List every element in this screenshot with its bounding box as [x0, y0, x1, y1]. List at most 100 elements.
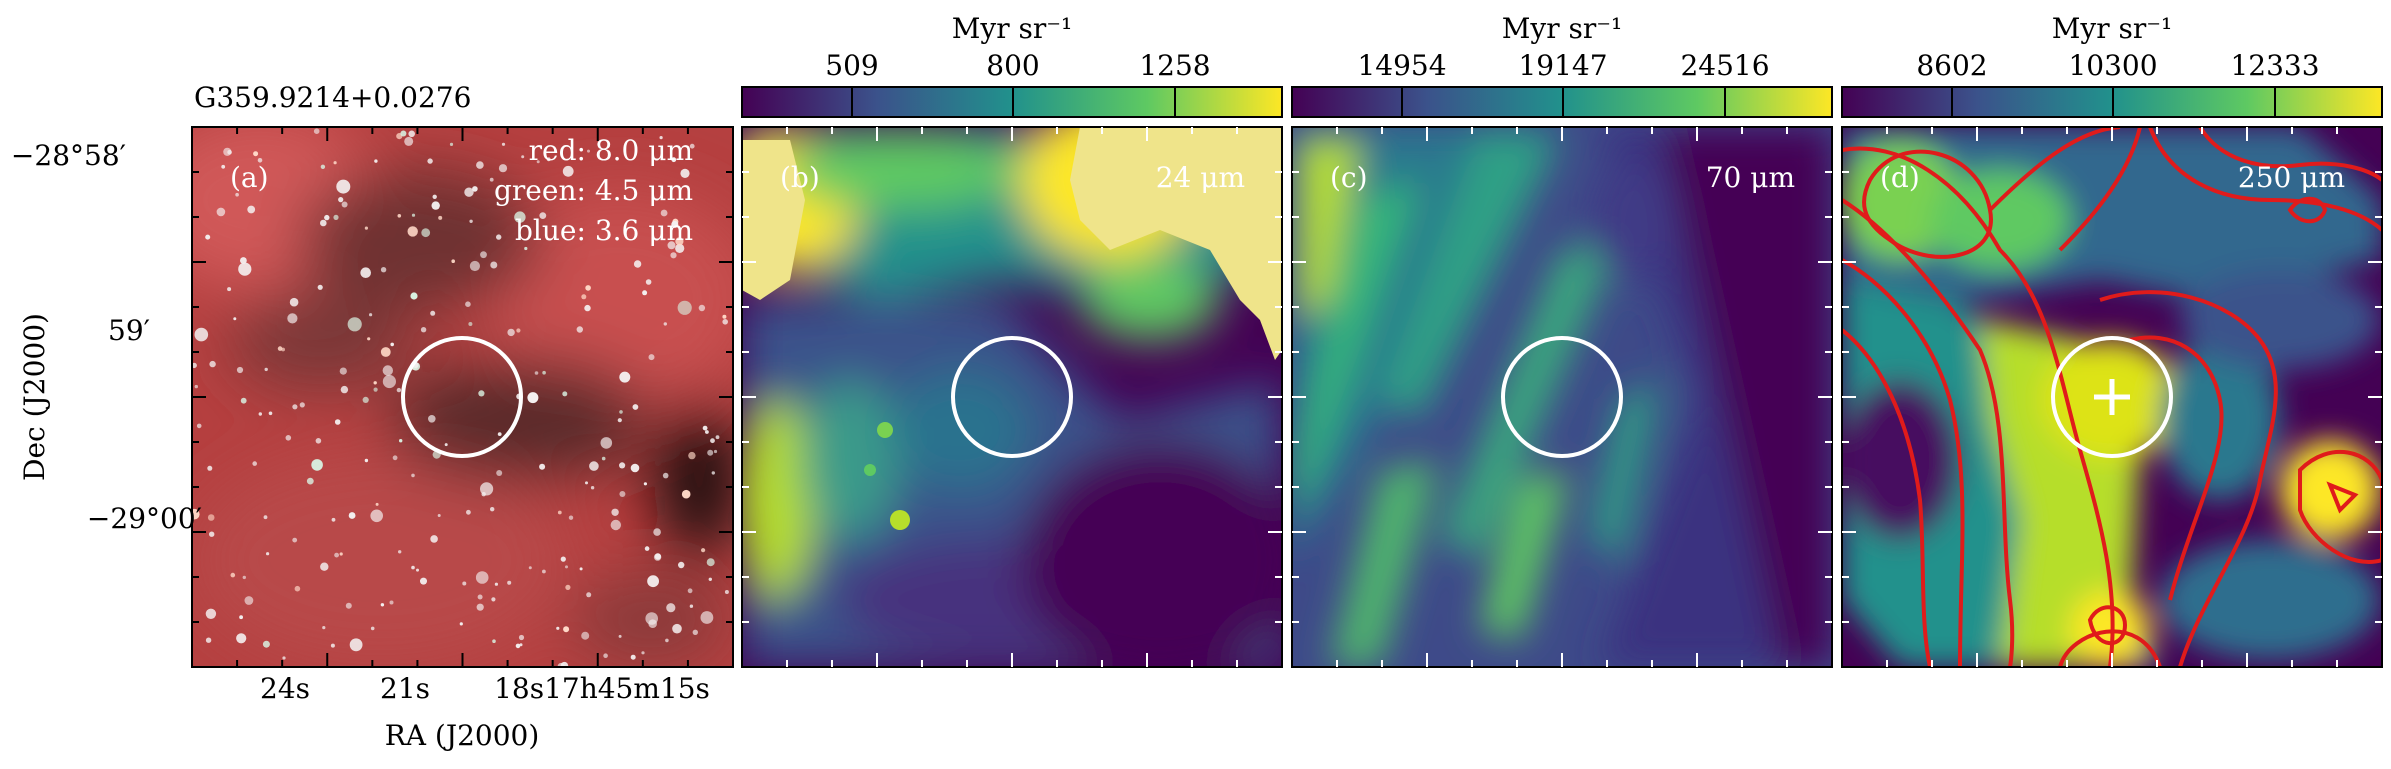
star — [681, 489, 691, 499]
star — [476, 603, 484, 611]
contours — [1842, 127, 2382, 667]
star — [289, 297, 299, 307]
star — [236, 366, 244, 374]
star — [444, 443, 448, 447]
star — [209, 531, 215, 537]
star — [334, 552, 339, 558]
star — [645, 612, 658, 625]
star — [518, 634, 525, 641]
star — [408, 130, 416, 138]
star — [292, 404, 298, 410]
panel-b-band: 24 μm — [1156, 161, 1245, 194]
star — [687, 588, 693, 594]
star — [480, 482, 494, 496]
star — [611, 508, 619, 516]
star — [404, 136, 414, 146]
colorbar-c-tick-2: 19147 — [1518, 49, 1607, 82]
star — [610, 519, 621, 531]
panel-c: (c) 70 μm Myr sr⁻¹ 14954 19147 24516 — [1291, 12, 1833, 668]
star — [432, 194, 437, 199]
star — [430, 310, 436, 316]
star — [475, 571, 489, 584]
star — [546, 157, 551, 162]
star — [507, 328, 515, 337]
star — [221, 164, 226, 169]
star — [399, 439, 403, 443]
panel-a-label: (a) — [230, 161, 269, 194]
star — [330, 643, 335, 648]
star — [287, 313, 298, 324]
star — [515, 643, 521, 649]
aperture-circle — [2051, 336, 2173, 458]
star — [238, 262, 252, 276]
star — [398, 550, 402, 554]
star — [428, 415, 436, 423]
star — [194, 327, 209, 342]
star — [299, 402, 305, 408]
star — [375, 502, 379, 506]
star — [585, 481, 588, 485]
star — [462, 581, 467, 586]
star — [339, 367, 347, 375]
star — [586, 592, 592, 598]
star — [654, 553, 662, 560]
star — [340, 385, 349, 394]
star — [579, 567, 583, 571]
star — [239, 615, 244, 620]
star — [205, 608, 217, 619]
star — [722, 319, 728, 325]
star — [581, 294, 587, 300]
source-name: G359.9214+0.0276 — [194, 81, 471, 114]
star — [557, 662, 565, 667]
star — [396, 387, 402, 393]
star — [675, 237, 684, 246]
dec-tick-1: −28°58′ — [11, 139, 126, 172]
star — [556, 626, 560, 630]
star — [514, 211, 526, 223]
star — [364, 458, 369, 463]
star — [459, 622, 463, 626]
star — [390, 342, 395, 347]
panel-b: (b) 24 μm Myr sr⁻¹ 509 800 1258 — [741, 12, 1283, 668]
star — [469, 219, 473, 223]
star — [562, 165, 574, 177]
aperture-circle — [1501, 336, 1623, 458]
star — [244, 596, 254, 605]
star — [331, 517, 336, 522]
panel-d: (d) 250 μm Myr sr⁻¹ 8602 10300 12333 — [1841, 12, 2383, 668]
colorbar-d-tick-3: 12333 — [2230, 49, 2319, 82]
dec-tick-3: −29°00′ — [87, 502, 202, 535]
star — [492, 639, 496, 643]
star-field — [192, 128, 729, 667]
ra-tick-2: 21s — [380, 672, 430, 705]
panel-d-band: 250 μm — [2238, 161, 2345, 194]
star — [333, 214, 339, 220]
star — [708, 577, 712, 581]
star — [373, 387, 378, 392]
star — [589, 461, 599, 471]
colorbar-c-tick-3: 24516 — [1680, 49, 1769, 82]
star — [306, 477, 314, 485]
star — [420, 327, 427, 333]
aperture-circle — [401, 336, 523, 458]
star — [336, 179, 351, 194]
star — [207, 465, 213, 471]
star — [585, 285, 591, 291]
aperture-circle — [951, 336, 1073, 458]
star — [671, 220, 679, 228]
star — [345, 602, 352, 609]
star — [389, 600, 394, 605]
star — [601, 456, 606, 461]
star — [397, 214, 402, 218]
star — [662, 472, 669, 479]
star — [192, 508, 200, 520]
star — [311, 459, 323, 471]
star — [565, 584, 571, 591]
star — [677, 300, 692, 315]
y-axis-label: Dec (J2000) — [18, 313, 51, 481]
star — [581, 631, 590, 640]
star — [411, 565, 415, 570]
star — [524, 246, 528, 251]
star — [527, 392, 539, 404]
star — [227, 149, 232, 155]
